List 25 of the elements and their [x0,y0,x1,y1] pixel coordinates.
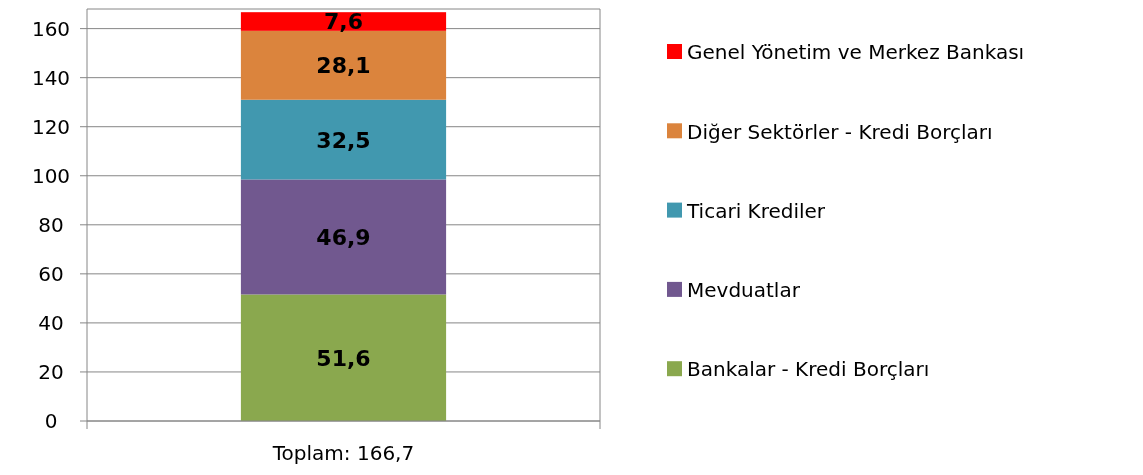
y-tick-label: 120 [31,114,71,139]
data-label: 32,5 [316,127,371,153]
legend-label: Diğer Sektörler - Kredi Borçları [687,119,993,144]
bar [240,294,447,421]
y-tick-label: 60 [38,262,64,287]
data-label: 28,1 [316,53,371,79]
y-tick-label: 140 [31,65,71,90]
legend-label: Ticari Krediler [686,198,826,223]
y-tick-label: 80 [38,213,64,238]
x-tick-label: Toplam: 166,7 [271,441,415,465]
data-label: 46,9 [316,224,371,250]
bar [240,179,447,295]
y-tick-label: 40 [38,311,64,336]
bar [240,30,447,100]
legend-label: Bankalar - Kredi Borçları [687,357,930,382]
y-tick-label: 20 [38,360,64,385]
legend-label: Mevduatlar [687,278,801,303]
bar [240,12,447,31]
bar [240,99,447,180]
y-tick-label: 100 [31,163,71,188]
data-label: 7,6 [324,9,363,35]
y-tick-label: 160 [31,16,71,41]
data-label: 51,6 [316,345,371,371]
y-tick-label: 0 [44,409,58,434]
legend-label: Genel Yönetim ve Merkez Bankası [687,40,1025,65]
